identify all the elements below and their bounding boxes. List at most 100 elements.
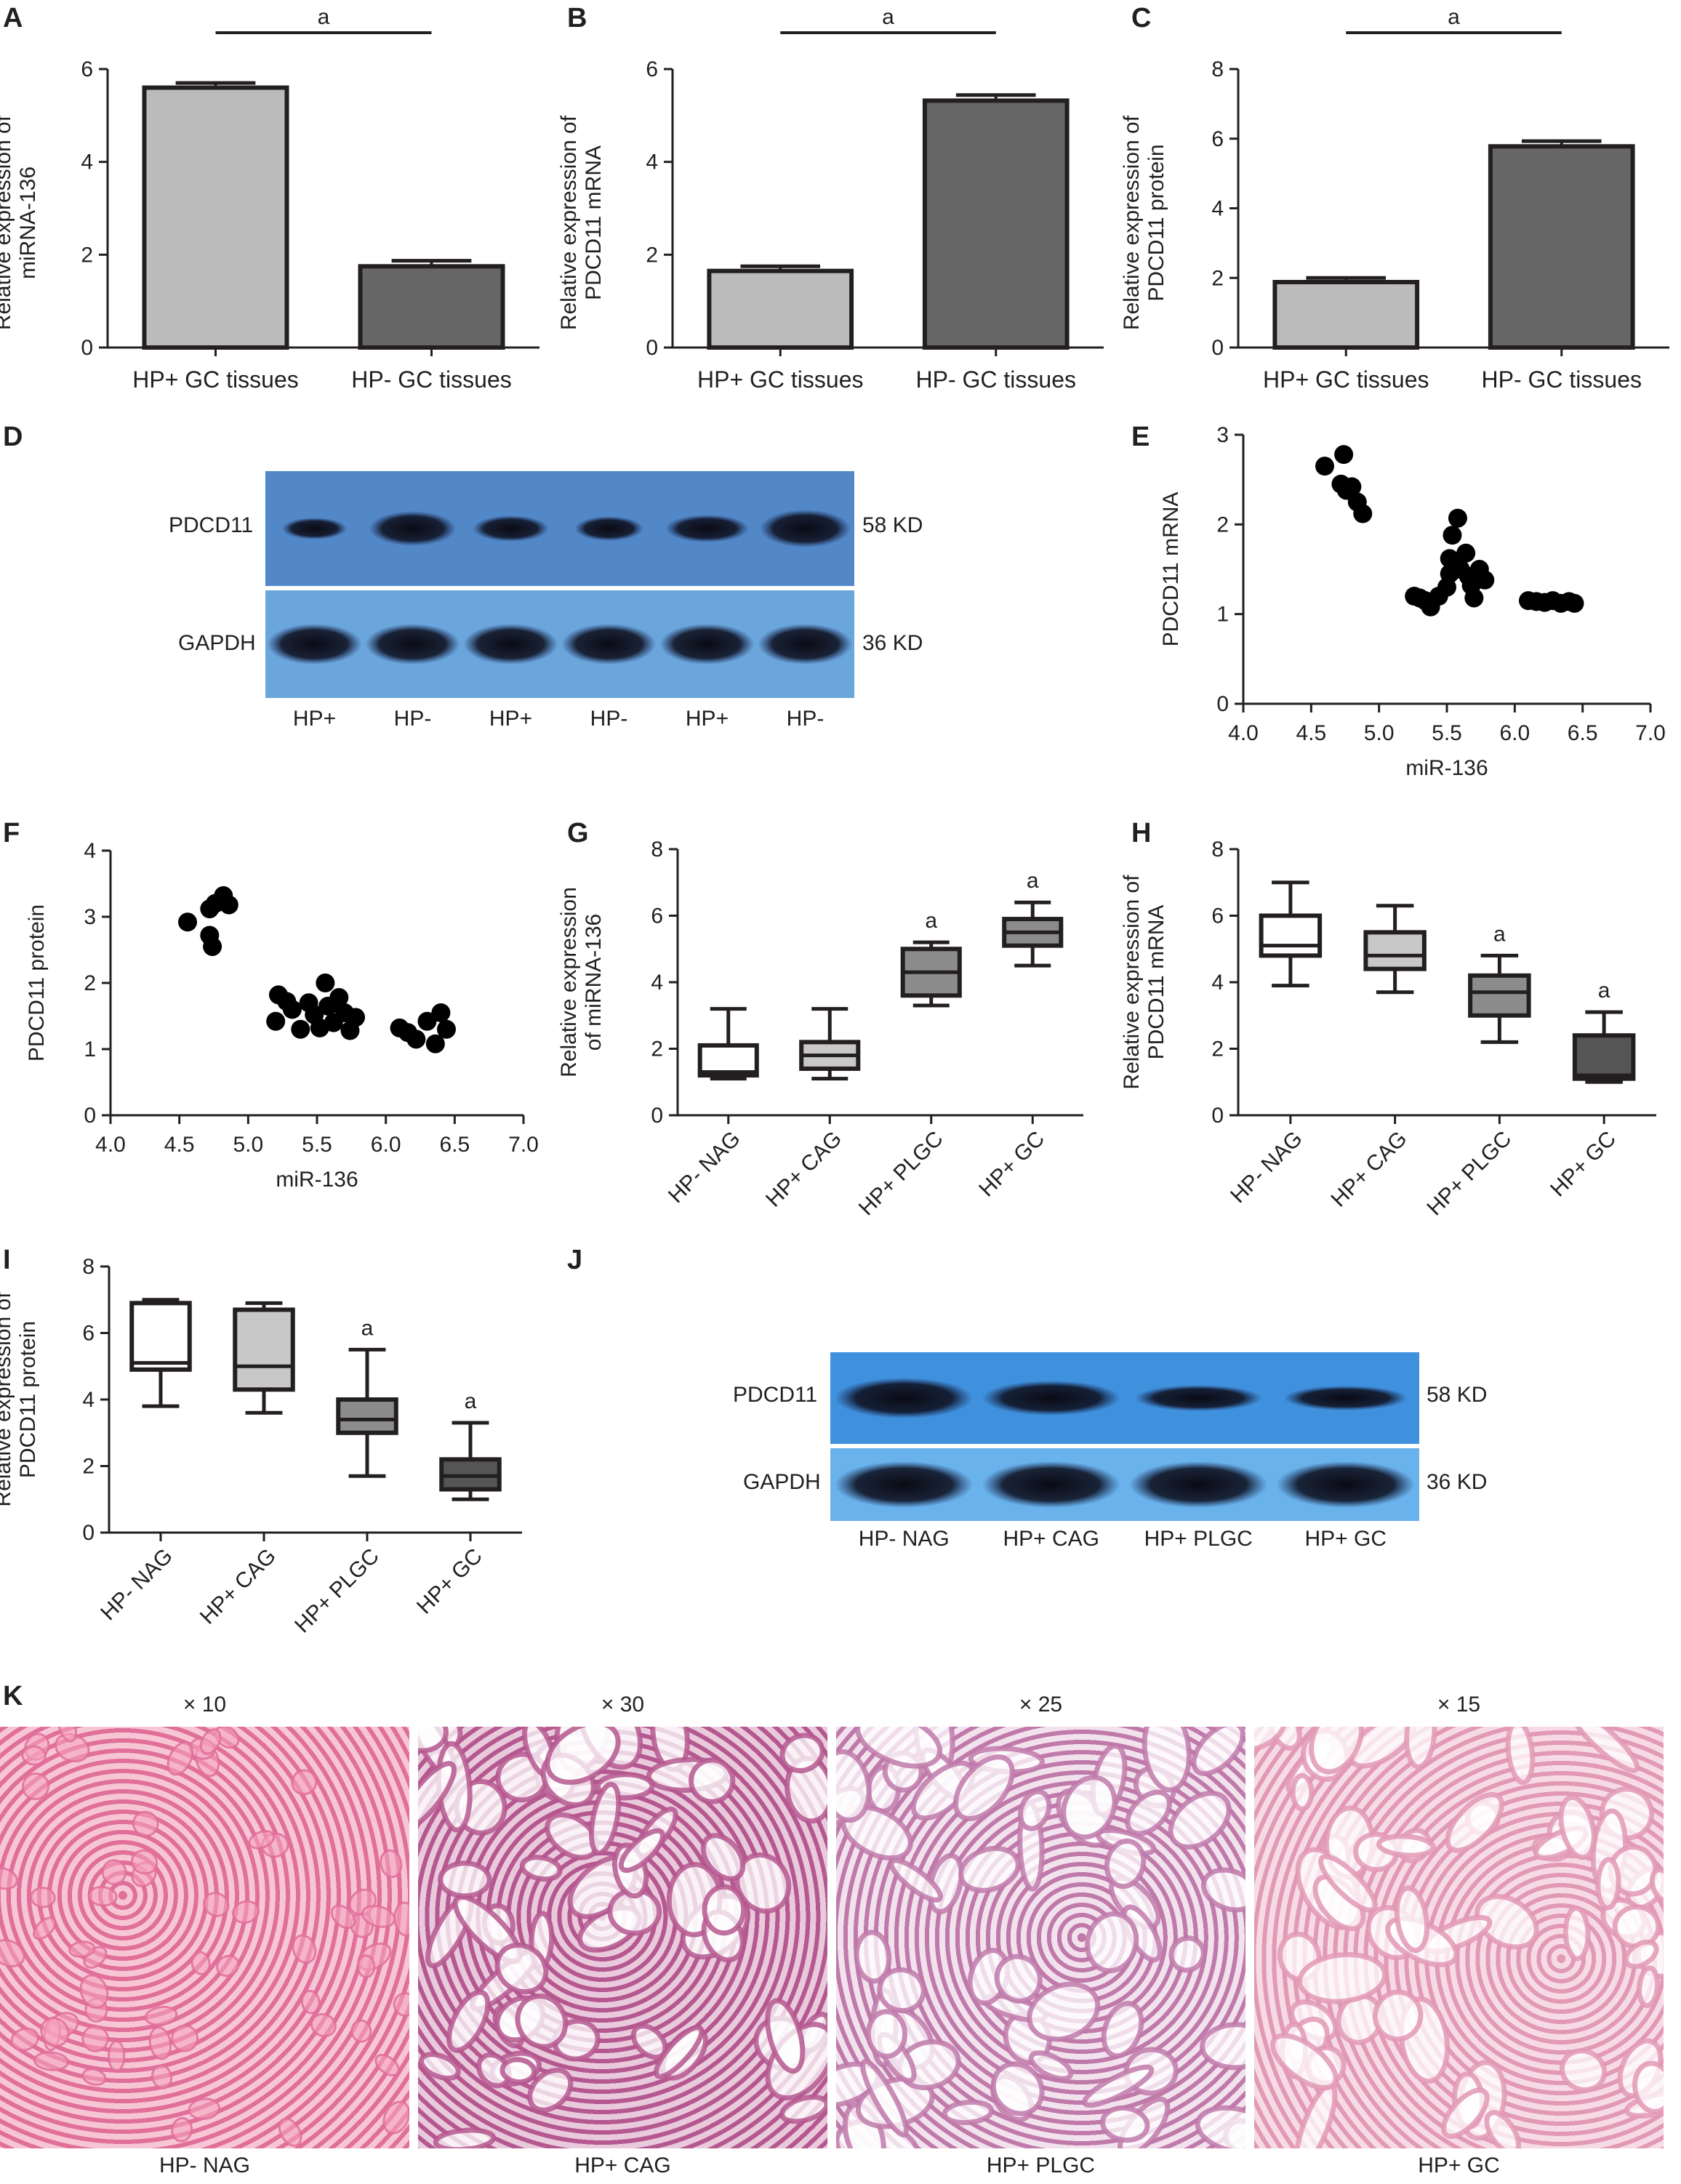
- tissue-gland: [1142, 1727, 1192, 1793]
- significance-mark: a: [1598, 979, 1610, 1003]
- histology-image: [0, 1727, 409, 2148]
- x-tick-label: HP+ CAG: [1327, 1127, 1412, 1212]
- tissue-gland: [958, 1845, 1021, 1893]
- histology-texture: [1254, 1727, 1664, 2148]
- tissue-gland: [418, 1761, 457, 1832]
- scatter-chart-f: 0 1 2 3 4 4.0 4.5 5.0 5.5 6.0 6.5 7.0 miR-136 PDCD11 …: [25, 839, 539, 1192]
- significance-mark: a: [925, 909, 937, 933]
- tissue-gland: [1200, 1867, 1245, 1913]
- tissue-gland: [393, 1992, 409, 2018]
- y-tick-label: 2: [84, 971, 96, 995]
- tissue-gland: [1168, 1935, 1206, 1973]
- tissue-gland: [994, 1954, 1043, 2004]
- blot-d-pdcd11-label: PDCD11: [169, 513, 254, 537]
- histology-label: HP+ CAG: [574, 2153, 671, 2177]
- data-point: [406, 1029, 426, 1049]
- panel-label-b: B: [567, 3, 587, 33]
- y-axis-label: Relative expressionof miRNA-136: [557, 887, 606, 1077]
- x-tick-label: HP+ PLGC: [290, 1544, 384, 1638]
- y-tick-label: 4: [646, 150, 658, 174]
- tissue-gland: [1595, 1857, 1621, 1911]
- histology-image: [836, 1727, 1245, 2148]
- tissue-gland: [1082, 2064, 1155, 2108]
- significance-mark: a: [465, 1389, 477, 1413]
- x-tick-label: HP+ PLGC: [854, 1127, 948, 1221]
- tissue-gland: [1200, 2022, 1245, 2071]
- significance-mark: a: [1493, 922, 1506, 946]
- tissue-gland: [1404, 1727, 1437, 1770]
- histology-image: [418, 1727, 827, 2148]
- histology-image: [1254, 1727, 1664, 2148]
- y-tick-label: 0: [646, 336, 658, 360]
- tissue-gland: [418, 1727, 449, 1754]
- data-point: [1464, 588, 1484, 608]
- bar: [707, 268, 854, 350]
- tissue-gland: [0, 1939, 25, 1967]
- tissue-gland: [589, 1781, 622, 1856]
- tissue-gland: [79, 1974, 109, 2009]
- tissue-gland: [190, 1951, 211, 1975]
- tissue-gland: [148, 2026, 172, 2060]
- bar: [358, 264, 505, 350]
- tissue-gland: [1027, 1981, 1101, 2042]
- box-chart-h: 0 2 4 6 8 Relative expression ofPDCD11 mRNA HP…: [1120, 838, 1656, 1220]
- y-axis-label-line: PDCD11 mRNA: [1159, 492, 1183, 647]
- blot-lane-label: HP+ PLGC: [1144, 1527, 1253, 1551]
- y-axis-label-line: Relative expression of: [0, 1292, 15, 1507]
- x-tick-label: 6.5: [439, 1133, 470, 1157]
- y-tick-label: 0: [1211, 1104, 1224, 1128]
- y-tick-label: 4: [651, 971, 663, 995]
- tissue-gland: [779, 1733, 825, 1773]
- y-axis-label-line: PDCD11 mRNA: [1144, 905, 1168, 1060]
- tissue-gland: [618, 1828, 666, 1874]
- tissue-gland: [1297, 1951, 1388, 2004]
- tissue-gland: [1569, 1727, 1640, 1773]
- tissue-gland: [1505, 1727, 1536, 1786]
- blot-j-36kd-label: 36 KD: [1427, 1470, 1488, 1494]
- x-tick-label: HP+ GC: [412, 1544, 487, 1619]
- blot-lane-label: HP- NAG: [858, 1527, 950, 1551]
- tissue-gland: [1637, 1965, 1660, 2008]
- data-point: [1565, 593, 1584, 613]
- data-point: [1443, 526, 1462, 545]
- x-tick-label: HP+ GC: [1546, 1127, 1621, 1202]
- x-tick-label: 5.5: [1432, 721, 1462, 745]
- y-tick-label: 3: [1216, 423, 1229, 447]
- tissue-gland: [33, 2051, 69, 2071]
- tissue-gland: [1632, 2060, 1664, 2114]
- tissue-gland: [942, 2099, 995, 2126]
- tissue-gland: [171, 2024, 199, 2052]
- tissue-gland: [330, 1904, 356, 1930]
- tissue-gland: [40, 2017, 70, 2047]
- tissue-gland: [836, 1749, 872, 1823]
- tissue-gland: [356, 1954, 376, 1979]
- significance-mark: a: [882, 5, 894, 29]
- blot-lane-label: HP+: [292, 707, 337, 731]
- y-tick-label: 6: [651, 904, 663, 928]
- tissue-gland: [361, 1905, 396, 1928]
- x-tick-label: 6.5: [1568, 721, 1598, 745]
- significance-mark: a: [361, 1316, 374, 1340]
- tissue-gland: [1318, 1854, 1378, 1913]
- box: [1572, 1033, 1636, 1081]
- tissue-gland: [855, 1727, 943, 1769]
- y-axis-label: Relative expression ofPDCD11 protein: [1120, 115, 1168, 330]
- histology-label: HP+ PLGC: [986, 2153, 1096, 2177]
- tissue-gland: [700, 1833, 746, 1882]
- tissue-gland: [1018, 1788, 1052, 1831]
- tissue-gland: [21, 1772, 50, 1801]
- x-tick-label: HP- GC tissues: [916, 366, 1076, 393]
- blot-j-gapdh-label: GAPDH: [743, 1470, 821, 1494]
- panel-label-a: A: [3, 3, 23, 33]
- tissue-gland: [500, 2057, 537, 2085]
- blot-lane-label: HP+: [489, 707, 533, 731]
- y-tick-label: 6: [81, 57, 93, 81]
- data-point: [219, 895, 238, 915]
- tissue-gland: [1562, 1906, 1591, 1962]
- tissue-gland: [292, 1934, 317, 1964]
- box: [1363, 930, 1427, 971]
- y-tick-label: 0: [82, 1521, 95, 1545]
- tissue-gland: [990, 2061, 1045, 2116]
- y-tick-label: 2: [651, 1037, 663, 1061]
- y-axis-label-line: PDCD11 protein: [16, 1321, 40, 1478]
